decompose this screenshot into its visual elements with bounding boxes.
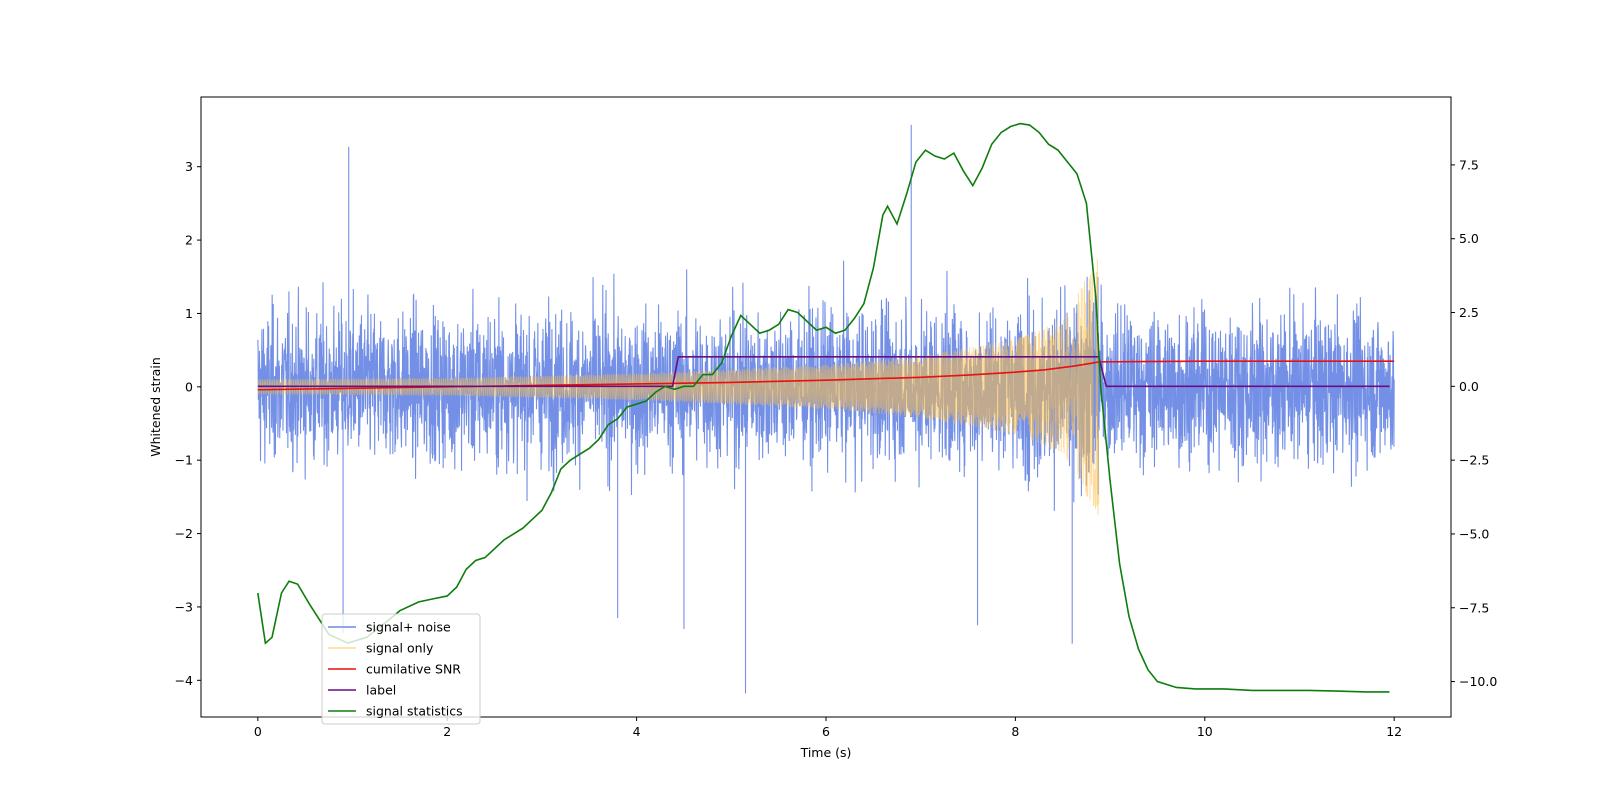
y-axis-label-left: Whitened strain bbox=[148, 357, 163, 456]
legend-label: cumilative SNR bbox=[366, 662, 461, 677]
x-tick-label: 10 bbox=[1197, 724, 1213, 739]
y-right-tick-label: −10.0 bbox=[1459, 674, 1497, 689]
y-axis-right: −10.0 −7.5 −5.0 −2.5 0.0 2.5 5.0 7.5 bbox=[1451, 157, 1497, 689]
y-left-tick-label: −1 bbox=[175, 453, 193, 468]
y-right-tick-label: −7.5 bbox=[1459, 600, 1489, 615]
x-axis-label: Time (s) bbox=[800, 745, 852, 760]
legend-label: signal statistics bbox=[366, 704, 463, 719]
x-tick-label: 0 bbox=[254, 724, 262, 739]
legend-label: signal+ noise bbox=[366, 620, 451, 635]
y-axis-left: −4 −3 −2 −1 0 1 2 3 bbox=[175, 159, 201, 688]
legend-label: label bbox=[366, 683, 396, 698]
x-tick-label: 4 bbox=[633, 724, 641, 739]
series-signal-noise-line bbox=[257, 124, 1395, 694]
x-axis: 0 2 4 6 8 10 12 bbox=[254, 717, 1402, 739]
y-left-tick-label: −3 bbox=[175, 599, 193, 614]
y-right-tick-label: 7.5 bbox=[1459, 157, 1479, 172]
legend-label: signal only bbox=[366, 641, 434, 656]
x-tick-label: 8 bbox=[1011, 724, 1019, 739]
y-right-tick-label: 2.5 bbox=[1459, 305, 1479, 320]
y-left-tick-label: 1 bbox=[185, 306, 193, 321]
y-left-tick-label: −4 bbox=[175, 673, 193, 688]
plot-area bbox=[257, 122, 1395, 694]
x-tick-label: 2 bbox=[443, 724, 451, 739]
y-left-tick-label: 3 bbox=[185, 159, 193, 174]
y-right-tick-label: −2.5 bbox=[1459, 453, 1489, 468]
legend: signal+ noise signal only cumilative SNR la… bbox=[321, 613, 481, 725]
series-label-line bbox=[257, 356, 1390, 388]
y-left-tick-label: 0 bbox=[185, 379, 193, 394]
x-tick-label: 12 bbox=[1386, 724, 1402, 739]
series-signal-statistics-line bbox=[257, 122, 1390, 693]
y-right-tick-label: 0.0 bbox=[1459, 379, 1479, 394]
y-left-tick-label: −2 bbox=[175, 526, 193, 541]
y-left-tick-label: 2 bbox=[185, 233, 193, 248]
y-right-tick-label: 5.0 bbox=[1459, 231, 1479, 246]
x-tick-label: 6 bbox=[822, 724, 830, 739]
y-right-tick-label: −5.0 bbox=[1459, 526, 1489, 541]
legend-frame bbox=[321, 613, 481, 725]
